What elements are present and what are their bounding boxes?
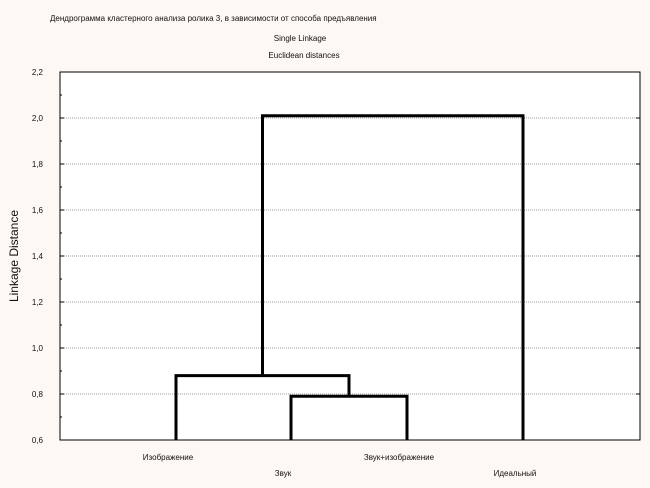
leaf-label: Звук [275, 469, 292, 478]
leaf-label: Звук+изображение [364, 453, 435, 462]
y-axis-label: Linkage Distance [7, 210, 21, 302]
leaf-labels: Изображение Звук Звук+изображение Идеальный [143, 453, 537, 478]
y-tick-label: 1,2 [32, 298, 44, 307]
chart-title: Single Linkage [274, 34, 327, 43]
y-tick-label: 2,0 [32, 114, 44, 123]
y-axis-ticks: 0,6 0,8 1,0 1,2 1,4 1,6 1,8 2,0 2,2 [32, 68, 640, 445]
leaf-label: Идеальный [494, 469, 537, 478]
y-tick-label: 1,6 [32, 206, 44, 215]
chart-subtitle: Euclidean distances [268, 51, 339, 60]
leaf-label: Изображение [143, 453, 194, 462]
dendrogram-links [174, 114, 525, 440]
y-tick-label: 0,6 [32, 436, 44, 445]
chart-header: Дендрограмма кластерного анализа ролика … [50, 14, 377, 23]
y-tick-label: 2,2 [32, 68, 44, 77]
grid-lines [60, 117, 640, 395]
y-tick-label: 0,8 [32, 390, 44, 399]
y-tick-label: 1,4 [32, 252, 44, 261]
link-root-idealny [261, 114, 525, 440]
y-tick-label: 1,0 [32, 344, 44, 353]
y-tick-label: 1,8 [32, 160, 44, 169]
